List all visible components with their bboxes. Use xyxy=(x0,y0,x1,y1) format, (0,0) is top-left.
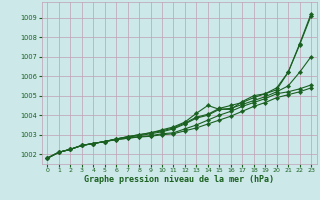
X-axis label: Graphe pression niveau de la mer (hPa): Graphe pression niveau de la mer (hPa) xyxy=(84,175,274,184)
